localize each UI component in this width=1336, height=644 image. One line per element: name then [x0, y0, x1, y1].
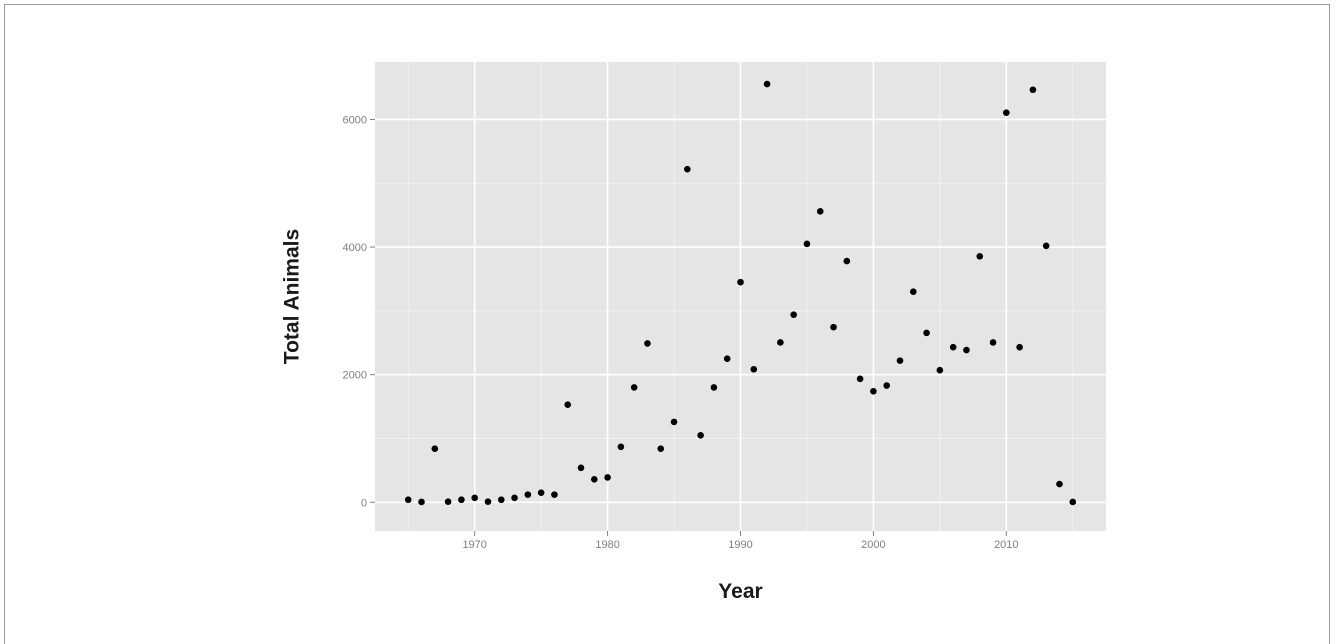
- data-point: [431, 445, 439, 452]
- data-point: [458, 496, 465, 504]
- data-point: [484, 498, 492, 505]
- data-point: [949, 343, 957, 351]
- data-point: [471, 494, 478, 502]
- data-point: [577, 464, 585, 472]
- data-point: [1003, 109, 1010, 117]
- data-point: [657, 445, 665, 452]
- figure-frame: [4, 4, 1330, 644]
- x-tick-label: 1990: [728, 539, 752, 551]
- data-point: [923, 329, 930, 337]
- y-tick-label: 2000: [343, 370, 367, 382]
- data-point: [750, 365, 758, 373]
- data-point: [1042, 242, 1050, 250]
- data-point: [670, 418, 678, 426]
- y-axis-ticks: 0 2000 4000 6000: [343, 114, 375, 509]
- data-point: [723, 355, 731, 363]
- data-point: [830, 323, 837, 331]
- data-point: [803, 240, 811, 248]
- data-point: [564, 401, 572, 408]
- data-point: [843, 257, 851, 265]
- data-point: [524, 491, 532, 498]
- data-point: [936, 366, 944, 374]
- x-tick-label: 2000: [861, 539, 885, 551]
- data-point: [617, 443, 625, 451]
- data-point: [497, 496, 505, 504]
- data-point: [790, 311, 797, 318]
- data-point: [591, 476, 598, 483]
- data-point: [763, 80, 771, 88]
- data-point: [896, 357, 904, 364]
- data-point: [1016, 343, 1023, 351]
- data-point: [551, 491, 558, 498]
- x-tick-label: 2010: [994, 539, 1018, 551]
- major-gridlines: [375, 62, 1106, 531]
- y-tick-label: 4000: [343, 242, 367, 254]
- data-point: [883, 382, 890, 389]
- data-point: [404, 496, 412, 504]
- data-point: [856, 375, 864, 383]
- data-point: [989, 339, 997, 346]
- data-point: [1029, 86, 1037, 94]
- x-tick-label: 1970: [462, 539, 486, 551]
- data-point: [630, 384, 638, 391]
- data-point: [777, 339, 784, 346]
- data-point: [537, 489, 545, 497]
- data-point: [684, 165, 691, 173]
- y-tick-label: 6000: [343, 114, 367, 126]
- data-point: [710, 384, 718, 391]
- data-point: [644, 340, 651, 347]
- data-point: [1069, 498, 1077, 506]
- data-point: [511, 494, 518, 502]
- data-point: [418, 498, 425, 506]
- y-axis-title: Total Animals: [281, 229, 304, 364]
- data-point: [697, 431, 704, 439]
- data-point: [963, 346, 970, 354]
- data-point: [909, 288, 917, 296]
- data-point: [737, 278, 744, 286]
- x-axis-ticks: 1970 1980 1990 2000 2010: [462, 531, 1019, 551]
- data-point: [870, 387, 877, 395]
- y-tick-label: 0: [361, 497, 367, 509]
- x-axis-title: Year: [718, 580, 762, 603]
- x-tick-label: 1980: [595, 539, 619, 551]
- data-point: [444, 498, 452, 505]
- data-point: [816, 208, 824, 215]
- data-point: [604, 474, 611, 481]
- data-point: [1056, 480, 1063, 488]
- data-points: [404, 80, 1077, 506]
- data-point: [976, 252, 984, 260]
